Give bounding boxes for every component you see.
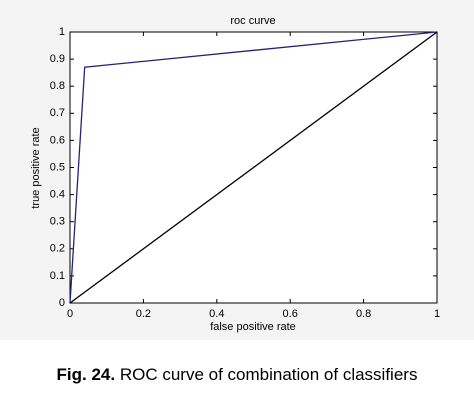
series-line <box>69 31 438 304</box>
y-tick-label: 0.2 <box>50 243 65 255</box>
y-tick-label: 0 <box>59 297 65 309</box>
x-tick-label: 0 <box>67 308 73 320</box>
x-tick-label: 0.8 <box>356 308 371 320</box>
x-tick-label: 0.2 <box>136 308 151 320</box>
caption-label: Fig. 24. <box>57 365 116 384</box>
x-tick-label: 1 <box>434 308 440 320</box>
y-tick-label: 0.9 <box>50 53 65 65</box>
y-tick-label: 0.4 <box>50 189 65 201</box>
y-tick-label: 0.8 <box>50 80 65 92</box>
chart-title: roc curve <box>230 15 275 27</box>
x-tick-label: 0.4 <box>209 308 224 320</box>
y-tick-label: 0.1 <box>50 270 65 282</box>
y-tick-label: 0.5 <box>50 161 65 173</box>
series-line <box>69 31 438 304</box>
x-tick-label: 0.6 <box>283 308 298 320</box>
y-tick-label: 1 <box>59 26 65 38</box>
x-axis-label: false positive rate <box>210 321 296 333</box>
y-tick-label: 0.7 <box>50 107 65 119</box>
y-tick-label: 0.3 <box>50 216 65 228</box>
y-tick-label: 0.6 <box>50 134 65 146</box>
y-axis-label: true positive rate <box>30 127 42 208</box>
caption: Fig. 24. ROC curve of combination of cla… <box>57 365 418 384</box>
caption-text: ROC curve of combination of classifiers <box>120 365 418 384</box>
